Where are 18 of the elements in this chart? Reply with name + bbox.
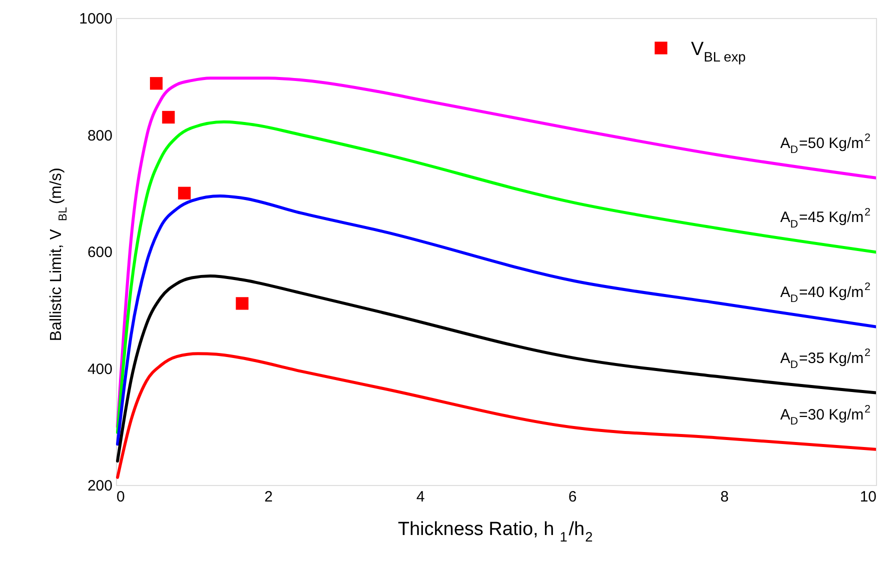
x-tick-label: 2 (264, 488, 273, 506)
x-tick-label: 8 (720, 488, 729, 506)
line-series (116, 194, 876, 446)
x-tick-label: 0 (116, 488, 125, 506)
point (150, 77, 163, 90)
line-series (116, 274, 876, 463)
point (178, 186, 191, 200)
y-tick-label: 600 (87, 244, 112, 261)
x-tick-label: 10 (860, 488, 876, 506)
y-tick-label: 200 (87, 478, 112, 494)
point (162, 110, 175, 124)
point (236, 297, 248, 310)
y-tick-label: 400 (87, 360, 112, 378)
y-axis-title: Ballistic Limit, VBL (m/s) (48, 168, 70, 342)
x-tick-label: 6 (568, 488, 577, 506)
x-tick-label: 4 (416, 488, 425, 506)
y-tick-label: 800 (87, 127, 112, 144)
y-tick-label: 1000 (79, 10, 112, 28)
